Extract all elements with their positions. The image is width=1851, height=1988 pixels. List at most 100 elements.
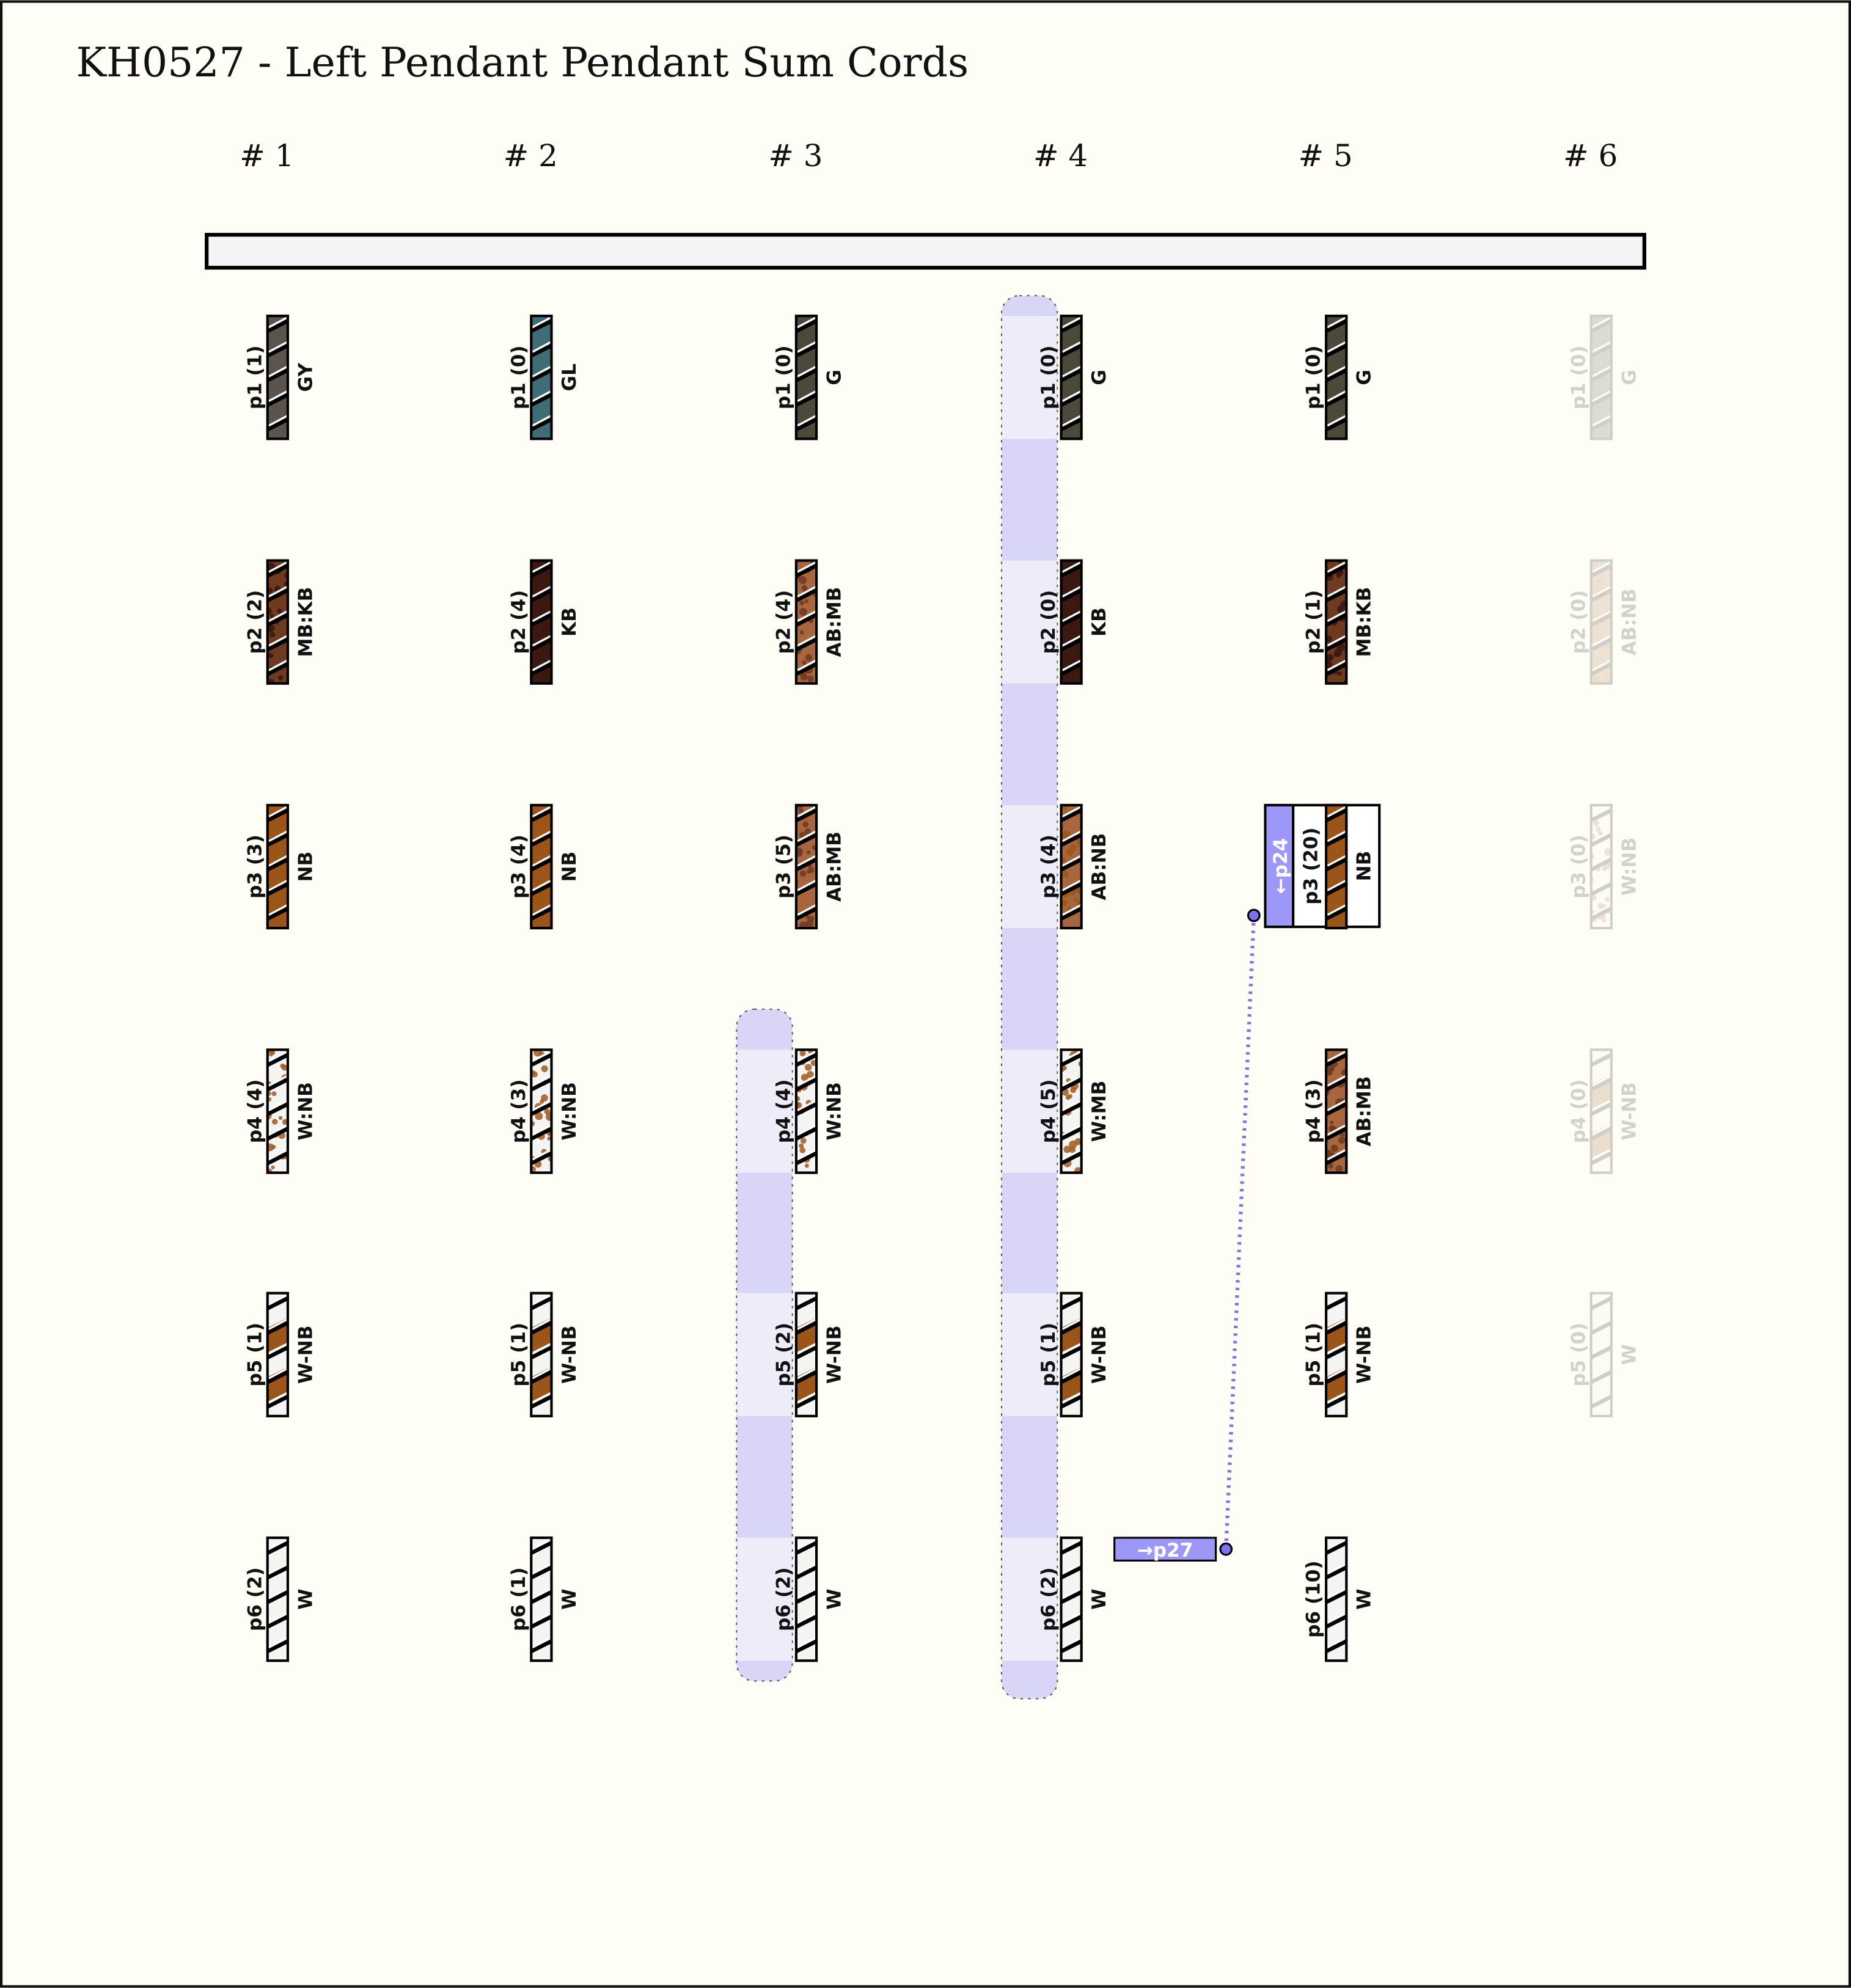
pendant-cord[interactable]: p1 (1) GY (244, 314, 317, 454)
cord-color-label: NB (1354, 851, 1376, 882)
cord-label: p4 (4) (244, 1079, 266, 1143)
cord-label: p2 (1) (1303, 590, 1325, 654)
cord-label: p2 (0) (1038, 590, 1060, 654)
link-endpoint-icon (1219, 1542, 1233, 1556)
cord-color-label: MB:KB (295, 587, 317, 657)
cord-color-label: AB:MB (1354, 1076, 1376, 1146)
cord-label: p5 (1) (244, 1323, 266, 1387)
cord-label: p5 (1) (1303, 1323, 1325, 1387)
cord-label: p3 (4) (1038, 835, 1060, 899)
cord-label: p6 (2) (244, 1567, 266, 1631)
column-header: # 3 (768, 138, 823, 174)
pendant-cord[interactable]: p6 (2) W (773, 1536, 846, 1676)
pendant-cord[interactable]: p4 (5) W:MB (1038, 1048, 1110, 1188)
cord-color-label: W-NB (1088, 1325, 1110, 1384)
pendant-cord[interactable]: ←p24 p3 (20) NB (1264, 803, 1381, 943)
column-header: # 4 (1033, 138, 1088, 174)
pendant-cord[interactable]: p4 (0) W-NB (1567, 1048, 1640, 1207)
highlight-band (1000, 294, 1058, 1700)
pendant-cord[interactable]: p2 (2) MB:KB (244, 559, 317, 698)
pendant-cord[interactable]: p1 (0) GL (508, 314, 581, 454)
pendant-cord[interactable]: p6 (1) W (508, 1536, 581, 1676)
cord-label: p4 (0) (1567, 1079, 1589, 1143)
sum-source-label: ←p24 (1270, 838, 1292, 894)
page-title: KH0527 - Left Pendant Pendant Sum Cords (76, 38, 969, 86)
pendant-cord[interactable]: p2 (1) MB:KB (1303, 558, 1376, 698)
cord-label: p4 (4) (773, 1079, 795, 1143)
pendant-cord[interactable]: p5 (1) W-NB (244, 1292, 317, 1451)
pendant-cord[interactable]: p5 (1) W-NB (1303, 1292, 1376, 1451)
cord-color-label: MB:KB (1354, 587, 1376, 657)
pendant-cord[interactable]: p4 (4) W:NB (773, 1048, 846, 1188)
cord-color-label: GL (559, 364, 581, 391)
pendant-cord[interactable]: p6 (2) W (1038, 1536, 1110, 1676)
pendant-cord[interactable]: p3 (5) AB:MB (773, 802, 846, 943)
cord-label: p1 (0) (1303, 345, 1325, 409)
cord-color-label: NB (559, 852, 581, 882)
pendant-cord[interactable]: p4 (3) W:NB (508, 1048, 581, 1188)
cord-label: p4 (5) (1038, 1079, 1060, 1143)
cord-label: p1 (1) (244, 345, 266, 409)
cord-label: p3 (3) (244, 835, 266, 899)
pendant-cord[interactable]: p1 (0) G (1567, 314, 1640, 454)
cord-color-label: KB (559, 607, 581, 637)
sum-link: →p27 (1113, 908, 1261, 1562)
cord-color-label: AB:NB (1088, 833, 1110, 901)
sum-target-box (1113, 1537, 1217, 1562)
cord-label: p6 (1) (508, 1567, 530, 1631)
pendant-cord[interactable]: p5 (1) W-NB (508, 1292, 581, 1451)
cord-color-label: W-NB (559, 1325, 581, 1384)
pendant-cord[interactable]: p3 (3) NB (244, 803, 317, 943)
sum-target-label: →p27 (1137, 1540, 1193, 1562)
column-header: # 5 (1298, 138, 1352, 174)
link-endpoint-icon (1247, 908, 1261, 923)
cord-label: p6 (10) (1303, 1560, 1325, 1637)
cord-color-label: W (559, 1588, 581, 1609)
cord-color-label: W-NB (1618, 1082, 1640, 1141)
cord-label: p1 (0) (773, 345, 795, 409)
pendant-column: p1 (0) Gp2 (1) MB:KB ←p24 p3 (20) NB p4 (3) AB:… (1264, 314, 1381, 1676)
cord-label: p1 (0) (508, 345, 530, 409)
cord-color-label: G (1354, 370, 1376, 386)
cord-label: p1 (0) (1567, 345, 1589, 409)
pendant-cord[interactable]: p1 (0) G (1038, 314, 1110, 454)
pendant-cord[interactable]: p2 (0) KB (1038, 559, 1110, 698)
cord-label: p4 (3) (1303, 1079, 1325, 1143)
cord-color-label: W:MB (1088, 1081, 1110, 1142)
highlight-band (736, 1008, 793, 1682)
cord-label: p2 (0) (1567, 590, 1589, 654)
cord-color-label: W (1354, 1588, 1376, 1609)
cord-color-label: G (1088, 370, 1110, 386)
pendant-cord[interactable]: p3 (4) NB (508, 803, 581, 943)
pendant-cord[interactable]: p6 (2) W (244, 1536, 317, 1676)
pendant-column: p1 (0) G p2 (0) AB:NB p3 (0) W:NB p4 (0) W-NB p5… (1567, 314, 1640, 1431)
pendant-cord[interactable]: p5 (0) W (1567, 1292, 1640, 1431)
cord-label: p2 (4) (773, 590, 795, 654)
pendant-cord[interactable]: p2 (0) AB:NB (1567, 558, 1640, 698)
pendant-cord[interactable]: p1 (0) G (773, 314, 846, 454)
cord-label: p3 (0) (1567, 835, 1589, 899)
pendant-cord[interactable]: p5 (1) W-NB (1038, 1292, 1110, 1451)
pendant-cord[interactable]: p4 (4) W:NB (244, 1047, 317, 1188)
cord-color-label: W (1618, 1344, 1640, 1365)
pendant-cord[interactable]: p1 (0) G (1303, 314, 1376, 454)
pendant-column: p1 (0) G p2 (0) KB p3 (4) AB:NB p4 (5) W:MB p5 (… (1038, 314, 1110, 1676)
cord-color-label: W:NB (1618, 838, 1640, 896)
primary-cord-bar (205, 233, 1646, 270)
cord-color-label: W (1088, 1588, 1110, 1609)
cord-color-label: W-NB (823, 1325, 845, 1384)
pendant-cord[interactable]: p3 (4) AB:NB (1038, 803, 1110, 943)
pendant-cord[interactable]: p4 (3) AB:MB (1303, 1048, 1376, 1188)
pendant-cord[interactable]: p2 (4) AB:MB (773, 559, 846, 698)
cord-color-label: AB:MB (823, 831, 845, 902)
pendant-cord[interactable]: p5 (2) W-NB (773, 1292, 846, 1451)
pendant-cord[interactable]: p3 (0) W:NB (1567, 803, 1640, 943)
column-header: # 6 (1563, 138, 1618, 174)
cord-label: p5 (1) (1038, 1323, 1060, 1387)
cord-color-label: GY (295, 363, 317, 392)
pendant-cord[interactable]: p2 (4) KB (508, 559, 581, 698)
cord-label: p3 (20) (1300, 827, 1322, 904)
cord-label: p3 (4) (508, 835, 530, 899)
pendant-cord[interactable]: p6 (10) W (1303, 1536, 1376, 1676)
